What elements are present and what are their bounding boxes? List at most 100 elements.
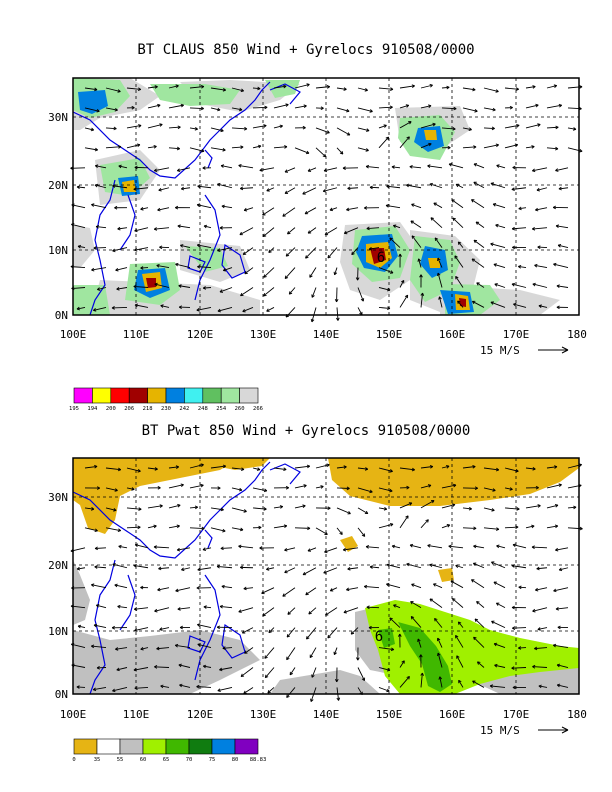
wind-vector	[84, 147, 98, 151]
wind-vector-head	[515, 468, 519, 473]
wind-vector	[134, 627, 149, 632]
wind-vector-head	[537, 245, 541, 250]
wind-vector	[410, 601, 422, 609]
wind-vector	[410, 616, 422, 628]
wind-vector	[452, 217, 464, 228]
wind-vector	[239, 227, 254, 236]
wind-vector-head	[311, 674, 315, 678]
wind-vector-head	[180, 483, 184, 488]
wind-vector-head	[133, 187, 137, 191]
wind-vector	[203, 225, 212, 229]
wind-vector-head	[425, 519, 429, 523]
colorbar-swatch	[73, 387, 93, 404]
wind-vector	[116, 667, 128, 671]
wind-vector	[96, 226, 107, 229]
wind-vector	[210, 465, 226, 469]
wind-vector-head	[448, 544, 452, 549]
wind-vector	[210, 87, 226, 91]
wind-vector-head	[282, 213, 286, 217]
wind-vector	[399, 136, 410, 149]
wind-vector-head	[259, 546, 263, 550]
wind-vector	[420, 484, 432, 489]
wind-vector-head	[554, 524, 559, 529]
wind-vector-head	[428, 142, 432, 147]
wind-vector	[262, 227, 275, 237]
wind-vector-head	[535, 207, 539, 212]
wind-vector-head	[179, 683, 183, 688]
wind-vector-head	[343, 230, 348, 235]
wind-vector	[441, 484, 457, 489]
wind-vector-head	[242, 251, 247, 255]
wind-vector-head	[420, 292, 425, 296]
wind-vector	[240, 667, 254, 677]
wind-vector	[336, 87, 347, 90]
wind-vector	[168, 126, 181, 129]
wind-vector-head	[175, 205, 179, 210]
wind-vector-head	[307, 230, 312, 234]
wind-vector-head	[91, 267, 95, 272]
wind-vector	[96, 604, 107, 609]
wind-vector-head	[346, 486, 350, 491]
wind-vector-head	[156, 646, 160, 651]
wind-vector	[189, 147, 205, 152]
wind-vector-head	[476, 600, 480, 605]
wind-vector	[471, 199, 485, 209]
wind-vector	[420, 500, 435, 509]
wind-vector-head	[410, 616, 415, 620]
bottom-x-tick: 180	[567, 708, 587, 721]
wind-vector	[534, 264, 548, 268]
wind-vector-head	[490, 182, 494, 186]
wind-vector-head	[159, 245, 163, 250]
wind-vector	[134, 304, 149, 308]
wind-vector-head	[197, 567, 201, 572]
wind-vector	[294, 147, 310, 154]
wind-vector-head	[134, 607, 138, 611]
wind-vector	[76, 686, 86, 688]
wind-vector-head	[311, 294, 315, 298]
wind-vector	[448, 545, 464, 549]
wind-vector	[546, 466, 558, 469]
wind-vector	[525, 146, 535, 149]
wind-vector-head	[95, 225, 100, 229]
wind-vector-head	[452, 217, 456, 222]
wind-vector	[558, 244, 569, 249]
wind-vector	[546, 104, 562, 109]
wind-vector-head	[495, 89, 499, 93]
wind-vector	[181, 567, 191, 571]
wind-vector	[411, 583, 422, 589]
wind-vector	[203, 665, 212, 668]
bottom-panel-title: BT Pwat 850 Wind + Gyrelocs 910508/0000	[141, 423, 471, 439]
wind-vector-head	[307, 526, 311, 531]
wind-vector-head	[178, 284, 182, 288]
wind-vector	[504, 507, 520, 510]
wind-vector	[441, 127, 456, 130]
wind-vector-head	[437, 257, 441, 262]
wind-vector	[154, 607, 170, 612]
wind-vector	[364, 586, 380, 589]
wind-vector-head	[360, 298, 365, 302]
wind-vector	[294, 527, 311, 529]
wind-vector-head	[346, 207, 350, 212]
wind-vector-head	[408, 502, 413, 506]
wind-vector-head	[284, 547, 288, 552]
wind-vector-head	[324, 612, 329, 616]
wind-vector-head	[153, 524, 157, 529]
wind-vector	[557, 684, 569, 688]
wind-vector-head	[134, 303, 139, 308]
wind-vector	[309, 647, 317, 658]
wind-vector-head	[202, 547, 206, 551]
top-y-tick: 20N	[48, 179, 68, 192]
wind-vector	[147, 86, 158, 89]
wind-vector-head	[256, 467, 261, 471]
wind-vector-head	[535, 485, 539, 490]
wind-vector	[315, 147, 327, 158]
wind-vector	[378, 267, 394, 274]
wind-vector	[452, 598, 464, 608]
wind-vector-head	[427, 544, 431, 548]
wind-vector-head	[383, 124, 387, 128]
wind-vector	[429, 598, 443, 609]
wind-vector-head	[96, 604, 100, 608]
wind-vector	[406, 184, 422, 189]
wind-vector-head	[94, 464, 98, 469]
wind-vector-head	[389, 469, 393, 473]
